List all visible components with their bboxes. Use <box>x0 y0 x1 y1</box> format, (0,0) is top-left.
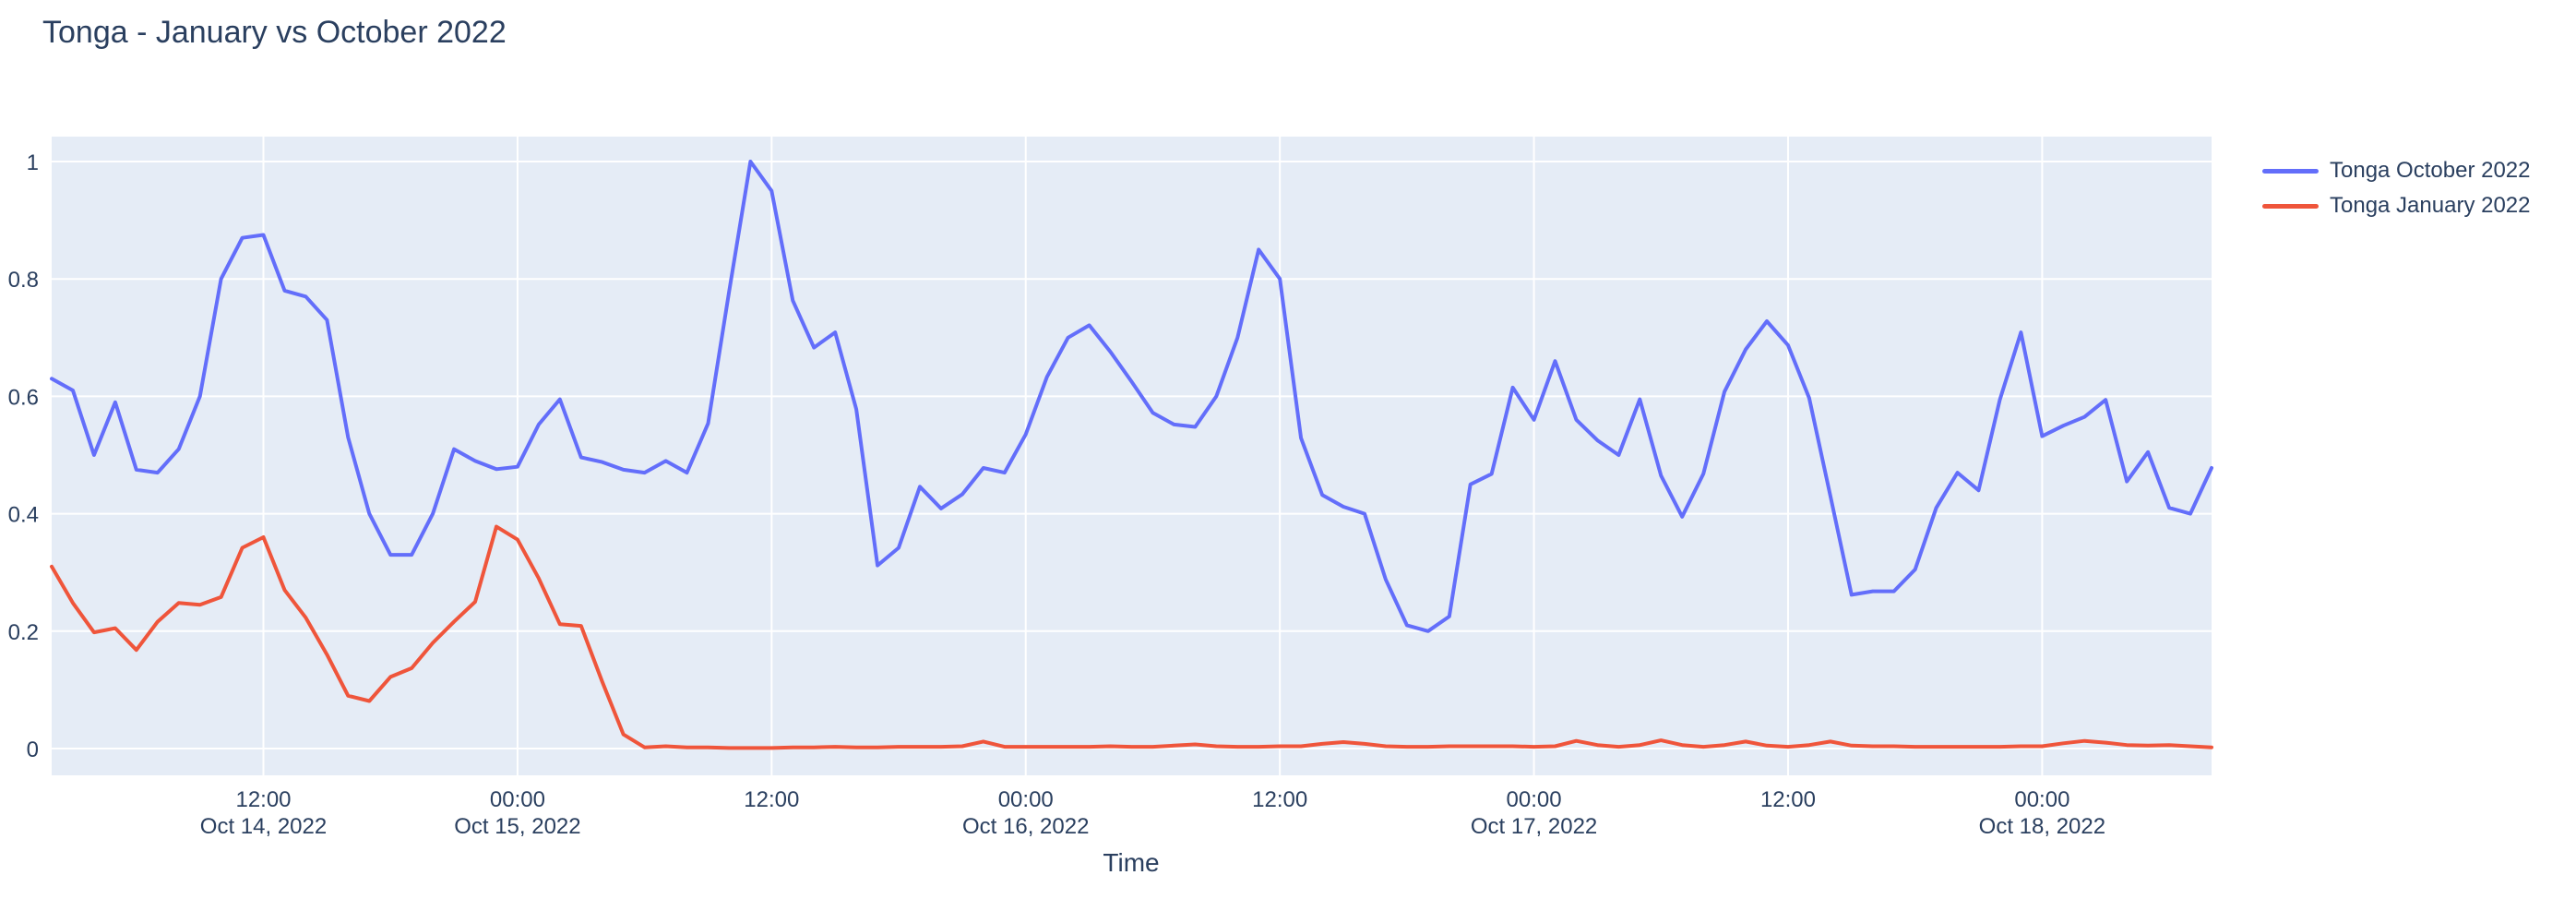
x-tick-date: Oct 16, 2022 <box>962 814 1089 839</box>
legend-item-tonga-october-2022[interactable]: Tonga October 2022 <box>2262 153 2531 188</box>
x-tick-date: Oct 17, 2022 <box>1471 814 1597 839</box>
x-tick-time-00:00: 00:00 <box>2014 787 2069 812</box>
y-tick-label-0: 0 <box>27 737 39 762</box>
legend: Tonga October 2022 Tonga January 2022 <box>2262 153 2531 223</box>
y-tick-label-0.4: 0.4 <box>8 503 39 528</box>
series-line-tonga-january-2022[interactable] <box>50 524 2213 750</box>
x-tick-time-12:00: 12:00 <box>235 787 291 812</box>
x-tick-date: Oct 14, 2022 <box>200 814 327 839</box>
x-axis-title: Time <box>1103 848 1159 877</box>
y-tick-label-0.8: 0.8 <box>8 268 39 293</box>
y-axis-tick-labels: 0 0.2 0.4 0.6 0.8 1 <box>8 150 39 762</box>
x-tick-time-00:00: 00:00 <box>998 787 1054 812</box>
x-tick-date: Oct 15, 2022 <box>454 814 580 839</box>
legend-label-january: Tonga January 2022 <box>2330 193 2531 218</box>
y-tick-label-1: 1 <box>27 150 39 175</box>
series-line-tonga-october-2022[interactable] <box>50 160 2213 633</box>
y-tick-label-0.6: 0.6 <box>8 385 39 410</box>
legend-swatch-january <box>2262 203 2319 209</box>
x-tick-time-12:00: 12:00 <box>744 787 799 812</box>
legend-swatch-october <box>2262 168 2319 174</box>
series-layer <box>50 160 2213 750</box>
gridline-layer <box>52 137 2212 775</box>
x-tick-time-12:00: 12:00 <box>1760 787 1816 812</box>
plot-area[interactable] <box>52 137 2212 775</box>
x-tick-time-12:00: 12:00 <box>1252 787 1307 812</box>
x-tick-date: Oct 18, 2022 <box>1979 814 2105 839</box>
plot-background-layer <box>52 137 2212 775</box>
chart-title: Tonga - January vs October 2022 <box>42 15 507 50</box>
legend-label-october: Tonga October 2022 <box>2330 158 2531 183</box>
x-tick-time-00:00: 00:00 <box>490 787 545 812</box>
y-tick-label-0.2: 0.2 <box>8 620 39 645</box>
legend-item-tonga-january-2022[interactable]: Tonga January 2022 <box>2262 188 2531 223</box>
x-tick-time-00:00: 00:00 <box>1507 787 1562 812</box>
